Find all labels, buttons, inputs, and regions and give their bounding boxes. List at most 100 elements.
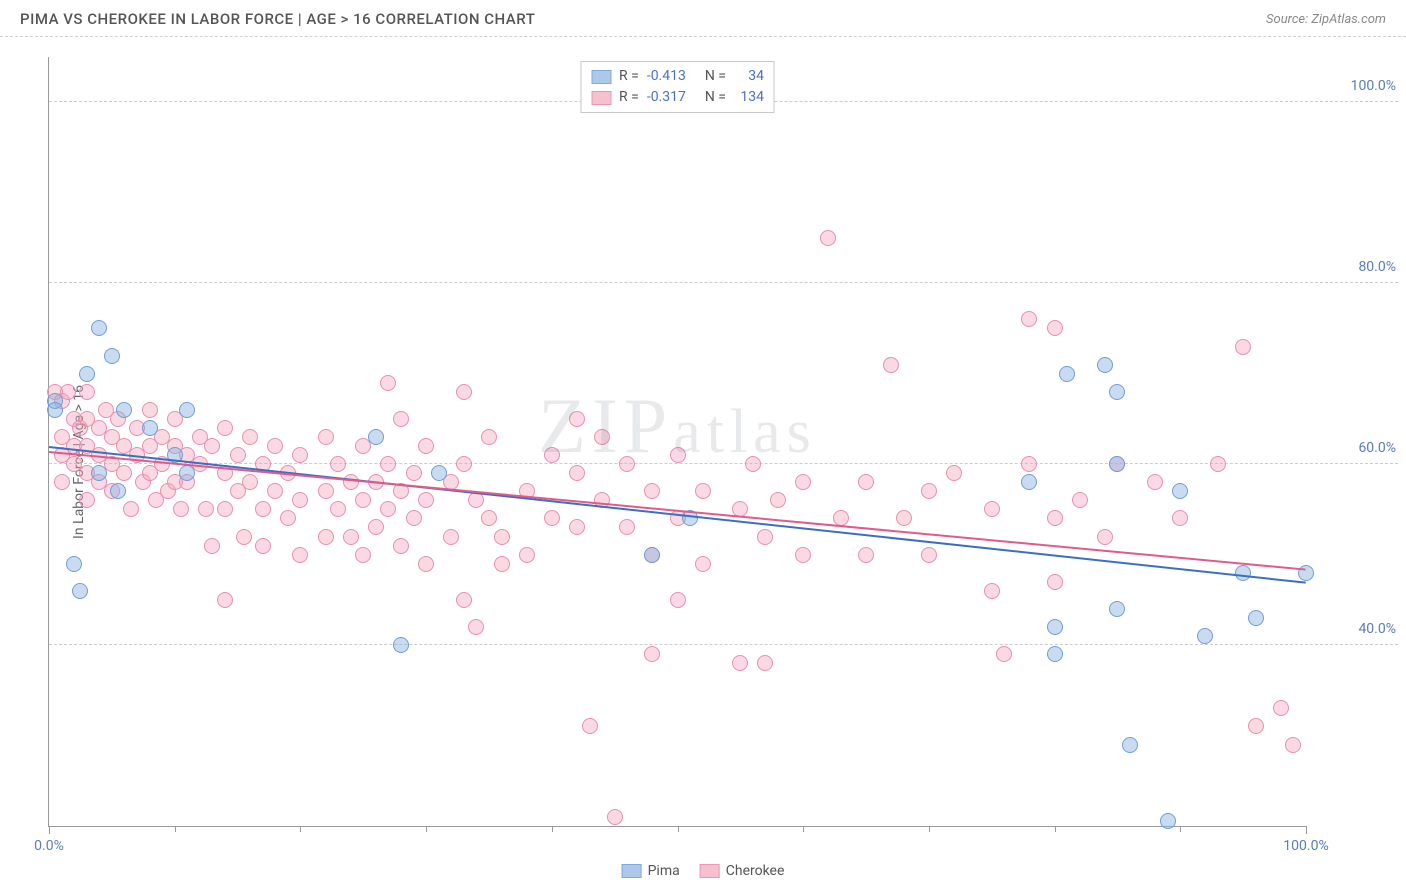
legend-swatch (591, 70, 611, 84)
scatter-point (1021, 474, 1037, 490)
scatter-point (1160, 813, 1176, 829)
scatter-point (984, 501, 1000, 517)
scatter-point (72, 583, 88, 599)
scatter-point (418, 492, 434, 508)
scatter-point (79, 366, 95, 382)
scatter-point (921, 483, 937, 499)
scatter-point (217, 501, 233, 517)
scatter-point (795, 547, 811, 563)
scatter-point (1047, 510, 1063, 526)
scatter-point (1072, 492, 1088, 508)
scatter-point (1047, 646, 1063, 662)
scatter-point (695, 556, 711, 572)
scatter-point (569, 519, 585, 535)
scatter-point (858, 474, 874, 490)
legend-n-value: 34 (734, 66, 764, 87)
legend-swatch (622, 864, 642, 878)
scatter-point (443, 529, 459, 545)
scatter-point (1059, 366, 1075, 382)
scatter-point (1147, 474, 1163, 490)
scatter-point (393, 637, 409, 653)
scatter-point (770, 492, 786, 508)
scatter-point (368, 519, 384, 535)
scatter-point (318, 483, 334, 499)
scatter-point (921, 547, 937, 563)
scatter-point (343, 474, 359, 490)
scatter-point (1235, 565, 1251, 581)
scatter-point (1172, 483, 1188, 499)
scatter-point (406, 465, 422, 481)
scatter-point (179, 465, 195, 481)
scatter-point (1021, 311, 1037, 327)
scatter-point (544, 447, 560, 463)
scatter-point (66, 556, 82, 572)
gridline (49, 463, 1398, 464)
scatter-point (123, 501, 139, 517)
scatter-point (406, 510, 422, 526)
scatter-point (1172, 510, 1188, 526)
scatter-point (418, 438, 434, 454)
scatter-point (91, 320, 107, 336)
scatter-point (418, 556, 434, 572)
scatter-point (280, 510, 296, 526)
legend-bottom: PimaCherokee (622, 863, 785, 879)
legend-r-value: -0.413 (647, 66, 697, 87)
scatter-point (569, 411, 585, 427)
scatter-point (431, 465, 447, 481)
scatter-point (619, 456, 635, 472)
gridline (49, 644, 1398, 645)
x-tick (300, 826, 301, 832)
scatter-point (104, 348, 120, 364)
x-tick (1306, 826, 1307, 834)
scatter-point (173, 501, 189, 517)
x-tick (426, 826, 427, 832)
x-tick-label: 100.0% (1283, 838, 1328, 854)
scatter-point (858, 547, 874, 563)
scatter-point (468, 619, 484, 635)
y-tick-label: 40.0% (1358, 621, 1396, 637)
legend-n-label: N = (705, 66, 726, 87)
scatter-point (594, 429, 610, 445)
scatter-point (255, 538, 271, 554)
scatter-point (996, 646, 1012, 662)
y-tick-label: 80.0% (1358, 259, 1396, 275)
scatter-point (236, 529, 252, 545)
scatter-point (745, 456, 761, 472)
scatter-point (582, 718, 598, 734)
scatter-point (456, 384, 472, 400)
scatter-point (757, 655, 773, 671)
scatter-point (380, 456, 396, 472)
gridline (49, 282, 1398, 283)
scatter-point (1047, 320, 1063, 336)
scatter-point (54, 474, 70, 490)
scatter-point (380, 375, 396, 391)
scatter-point (242, 429, 258, 445)
scatter-point (1248, 718, 1264, 734)
legend-r-label: R = (619, 66, 639, 87)
chart-title: PIMA VS CHEROKEE IN LABOR FORCE | AGE > … (20, 10, 535, 28)
scatter-point (644, 483, 660, 499)
scatter-point (607, 809, 623, 825)
scatter-point (198, 501, 214, 517)
x-tick (552, 826, 553, 832)
scatter-point (896, 510, 912, 526)
scatter-point (1047, 619, 1063, 635)
scatter-point (481, 429, 497, 445)
scatter-point (1109, 601, 1125, 617)
scatter-point (318, 429, 334, 445)
scatter-point (142, 420, 158, 436)
legend-r-label: R = (619, 87, 639, 108)
legend-swatch (591, 91, 611, 105)
scatter-point (519, 547, 535, 563)
scatter-point (110, 483, 126, 499)
scatter-point (670, 592, 686, 608)
scatter-point (820, 230, 836, 246)
scatter-point (984, 583, 1000, 599)
x-tick (1055, 826, 1056, 832)
scatter-point (91, 465, 107, 481)
x-tick (929, 826, 930, 832)
scatter-point (179, 402, 195, 418)
scatter-point (393, 538, 409, 554)
x-tick-label: 0.0% (34, 838, 64, 854)
legend-swatch (700, 864, 720, 878)
